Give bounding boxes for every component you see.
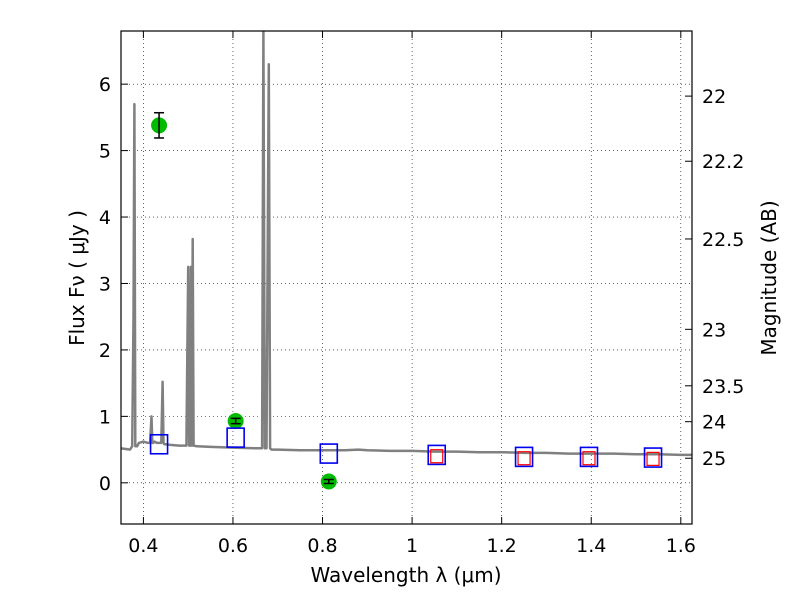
y-tick-label: 2 xyxy=(99,340,111,362)
x-tick-label: 0.6 xyxy=(218,535,248,557)
x-tick-label: 0.8 xyxy=(307,535,337,557)
model-flux-square-red xyxy=(517,451,531,466)
model-spectrum-line xyxy=(121,31,692,457)
y-tick-label: 4 xyxy=(99,207,111,229)
y2-tick-label: 22 xyxy=(702,86,726,108)
model-flux-square-blue xyxy=(514,446,534,468)
model-flux-square-blue xyxy=(579,446,599,468)
x-axis-label: Wavelength λ (μm) xyxy=(310,563,501,587)
y-tick-label: 1 xyxy=(99,406,111,428)
y-tick-label: 6 xyxy=(99,74,111,96)
model-flux-square-blue xyxy=(427,444,447,466)
y2-tick-label: 22.5 xyxy=(702,229,744,251)
x-tick-label: 0.4 xyxy=(128,535,158,557)
y-tick-label: 5 xyxy=(99,141,111,163)
y2-axis-label: Magnitude (AB) xyxy=(757,200,781,355)
y-tick-label: 0 xyxy=(99,473,111,495)
model-flux-square-red xyxy=(646,451,660,466)
model-flux-square-blue xyxy=(319,443,339,464)
y2-tick-label: 24 xyxy=(702,412,726,434)
y-tick-label: 3 xyxy=(99,273,111,295)
x-tick-label: 1.4 xyxy=(576,535,606,557)
x-tick-label: 1 xyxy=(406,535,418,557)
x-tick-label: 1.2 xyxy=(487,535,517,557)
model-flux-square-blue xyxy=(226,427,245,448)
y2-tick-label: 25 xyxy=(702,448,726,470)
y2-tick-label: 23.5 xyxy=(702,376,744,398)
x-axis-label-text: Wavelength λ (μm) xyxy=(310,563,501,587)
x-tick-label: 1.6 xyxy=(666,535,696,557)
ticks: 0.4 0.6 0.8 1 1.2 1.4 1.601234562222.222.52323… xyxy=(99,31,744,557)
plot-background xyxy=(121,31,692,524)
model-flux-square-blue xyxy=(643,447,663,468)
y2-axis-label-text: Magnitude (AB) xyxy=(757,200,781,355)
plot-frame xyxy=(120,30,693,525)
y-axis-label: Flux Fν ( μJy ) xyxy=(65,210,89,346)
y-axis-label-text: Flux Fν ( μJy ) xyxy=(65,210,89,346)
y2-tick-label: 23 xyxy=(702,319,726,341)
model-flux-square-red xyxy=(582,451,596,466)
model-flux-square-red xyxy=(430,449,444,464)
y2-tick-label: 22.2 xyxy=(702,151,744,173)
model-flux-square-blue xyxy=(149,433,169,455)
plot-marks xyxy=(121,31,692,490)
